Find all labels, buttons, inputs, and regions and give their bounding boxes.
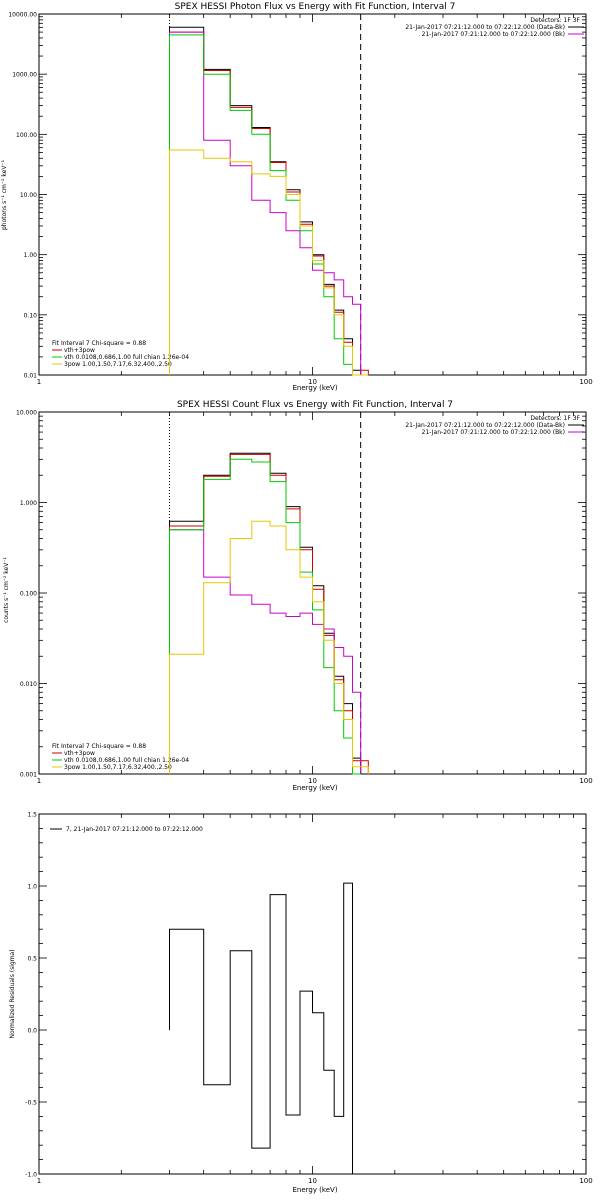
chart1-ytick-label: 0.10: [24, 312, 38, 319]
chart1-xtick-label: 10: [308, 378, 317, 386]
chart1-series-0: [169, 26, 362, 375]
chart1-series-2: [169, 31, 362, 375]
chart1-ytick-label: 1000.00: [12, 72, 37, 79]
photon-flux-chart: SPEX HESSI Photon Flux vs Energy with Fi…: [1, 2, 587, 392]
chart1-xtick-label: 1: [37, 378, 41, 386]
chart1-legend-right-bk: 21-Jan-2017 07:21:12.000 to 07:22:12.000…: [422, 31, 565, 38]
chart2-legend-right-databk: 21-Jan-2017 07:21:12.000 to 07:22:12.000…: [405, 422, 565, 429]
chart1-series-1: [169, 31, 369, 376]
chart1-series-3: [169, 34, 361, 376]
chart1-ylabel: photons s⁻¹ cm⁻² keV⁻¹: [1, 159, 8, 230]
chart2-title: SPEX HESSI Count Flux vs Energy with Fit…: [177, 400, 453, 410]
chart1-legend-right-detectors: Detectors: 1F 3F: [530, 17, 580, 24]
chart1-ytick-label: 10000.00: [8, 12, 37, 19]
chart1-title: SPEX HESSI Photon Flux vs Energy with Fi…: [175, 2, 456, 12]
chart2-xtick-label: 10: [308, 777, 317, 785]
chart1-ytick-label: 0.01: [24, 373, 38, 380]
chart1-frame: [38, 13, 587, 376]
chart2-series-1: [169, 453, 369, 774]
chart2-xlabel: Energy (keV): [292, 784, 337, 792]
chart2-series-4: [169, 520, 369, 774]
chart1-legend-fit: Fit Interval 7 Chi-square = 0.88: [52, 340, 146, 347]
chart1-xlabel: Energy (keV): [292, 384, 337, 392]
chart3-ytick-label: -1.0: [25, 1172, 37, 1179]
chart1-legend-right-databk: 21-Jan-2017 07:21:12.000 to 07:22:12.000…: [405, 24, 565, 31]
chart-marks: 1 10 1000.010.101.0010.00100.001000.001000…: [8, 12, 592, 1186]
chart2-ytick-label: 0.010: [20, 681, 37, 688]
chart3-ylabel: Normalized Residuals (sigma): [9, 949, 16, 1038]
chart3-xtick-label: 100: [579, 1177, 592, 1185]
residuals-chart: Energy (keV) Normalized Residuals (sigma…: [9, 813, 587, 1194]
chart2-legend-fit: Fit Interval 7 Chi-square = 0.88: [52, 743, 146, 750]
chart2-ytick-label: 10.000: [16, 410, 37, 417]
chart2-legend-vth3pow: vth+3pow: [64, 750, 95, 757]
chart1-ytick-label: 1.00: [24, 252, 38, 259]
chart2-legend-3pow: 3pow 1.00,1.50,7.17,6.32,400.,2.50: [64, 764, 172, 771]
chart2-ylabel: counts s⁻¹ cm⁻² keV⁻¹: [3, 557, 10, 623]
chart2-series-0: [169, 452, 362, 774]
chart2-series-3: [169, 458, 361, 775]
chart3-ytick-label: -0.5: [25, 1100, 37, 1107]
chart1-legend-vth: vth 0.0108,0.686,1.00 full chian 1.26e-0…: [64, 354, 189, 361]
chart2-xtick-label: 100: [579, 777, 592, 785]
chart3-xlabel: Energy (keV): [292, 1186, 337, 1194]
chart1-ytick-label: 10.00: [20, 192, 37, 199]
chart3-ytick-label: 1.5: [27, 812, 37, 819]
chart2-series-2: [169, 529, 362, 774]
chart3-legend: 7, 21-Jan-2017 07:21:12.000 to 07:22:12.…: [66, 826, 203, 833]
chart2-legend-right-detectors: Detectors: 1F 3F: [530, 415, 580, 422]
chart2-ytick-label: 1.000: [20, 500, 37, 507]
chart3-ytick-label: 1.0: [27, 884, 37, 891]
chart3-xtick-label: 10: [308, 1177, 317, 1185]
chart1-legend-vth3pow: vth+3pow: [64, 347, 95, 354]
chart3-series-0: [169, 882, 353, 1174]
chart2-ytick-label: 0.100: [20, 591, 37, 598]
chart1-series-4: [169, 149, 369, 376]
chart1-xtick-label: 100: [579, 378, 592, 386]
chart3-ytick-label: 0.5: [27, 956, 37, 963]
count-flux-chart: SPEX HESSI Count Flux vs Energy with Fit…: [3, 400, 587, 792]
chart2-ytick-label: 0.001: [20, 772, 37, 779]
chart2-legend-right-bk: 21-Jan-2017 07:21:12.000 to 07:22:12.000…: [422, 429, 565, 436]
chart2-xtick-label: 1: [37, 777, 41, 785]
chart1-legend-3pow: 3pow 1.00,1.50,7.17,6.32,400.,2.50: [64, 361, 172, 368]
chart1-ytick-label: 100.00: [16, 132, 37, 139]
chart3-xtick-label: 1: [37, 1177, 41, 1185]
chart2-legend-vth: vth 0.0108,0.686,1.00 full chian 1.26e-0…: [64, 757, 189, 764]
chart3-ytick-label: 0.0: [27, 1028, 37, 1035]
